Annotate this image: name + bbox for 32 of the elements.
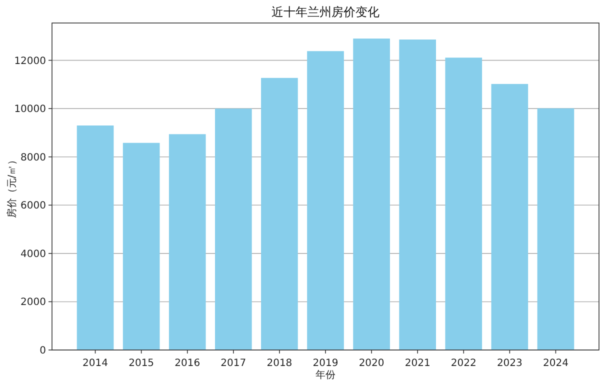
x-tick-label: 2023: [496, 358, 522, 369]
x-tick-label: 2018: [266, 358, 292, 369]
y-tick-label: 12000: [14, 56, 46, 67]
x-tick-label: 2016: [174, 358, 200, 369]
bar: [537, 108, 574, 350]
bar: [168, 134, 206, 350]
x-tick-label: 2014: [82, 358, 108, 369]
bar: [261, 78, 298, 350]
x-tick-label: 2019: [312, 358, 338, 369]
y-tick-label: 2000: [20, 297, 46, 308]
x-tick-label: 2024: [542, 358, 568, 369]
y-tick-label: 8000: [20, 152, 46, 164]
x-tick-label: 2021: [404, 358, 430, 369]
x-tick-label: 2020: [358, 358, 384, 369]
y-tick-label: 4000: [20, 248, 46, 260]
bar: [307, 51, 344, 350]
bar: [76, 125, 114, 350]
chart-title: 近十年兰州房价变化: [272, 5, 380, 19]
bar: [445, 58, 482, 350]
bar: [353, 38, 390, 350]
x-tick-label: 2015: [128, 358, 154, 369]
bar: [399, 40, 436, 350]
x-tick-label: 2022: [450, 358, 476, 369]
x-axis-title: 年份: [316, 369, 336, 381]
y-tick-label: 6000: [20, 200, 46, 212]
x-tick-label: 2017: [220, 358, 246, 369]
y-tick-label: 0: [40, 346, 46, 356]
bar: [122, 142, 160, 350]
bar: [214, 108, 252, 350]
bar: [491, 84, 528, 350]
y-axis-title: 房价（元/㎡）: [6, 154, 18, 218]
y-tick-label: 10000: [14, 104, 46, 116]
